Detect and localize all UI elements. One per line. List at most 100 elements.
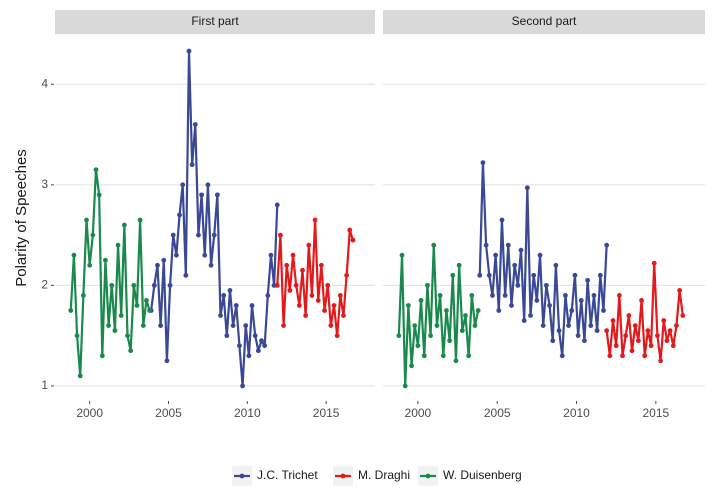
strip — [383, 10, 705, 34]
point — [265, 293, 271, 298]
point — [543, 282, 549, 288]
point — [421, 353, 427, 359]
point — [515, 282, 521, 288]
point — [180, 182, 186, 188]
point — [151, 282, 157, 288]
point — [418, 298, 424, 303]
point — [128, 348, 134, 354]
point — [437, 293, 443, 298]
point — [287, 287, 293, 293]
point — [74, 333, 80, 339]
point — [472, 323, 478, 328]
point — [205, 182, 211, 188]
point — [186, 48, 192, 54]
point — [306, 242, 312, 248]
point — [278, 232, 283, 238]
point — [293, 282, 299, 288]
point — [255, 348, 261, 354]
point — [553, 262, 559, 268]
series-line: W. Duisenberg — [397, 244, 480, 388]
point — [431, 242, 437, 248]
point — [214, 192, 220, 198]
point — [450, 272, 456, 278]
point — [134, 303, 140, 308]
point — [227, 287, 233, 293]
point — [626, 313, 632, 318]
point — [537, 252, 543, 258]
point — [412, 323, 418, 328]
point — [444, 308, 449, 313]
point — [594, 328, 600, 334]
point — [99, 353, 105, 359]
point — [483, 242, 489, 248]
point — [428, 333, 433, 339]
point — [563, 293, 568, 298]
point — [268, 252, 274, 258]
point — [192, 122, 198, 127]
point — [674, 323, 679, 328]
point — [240, 383, 245, 389]
point — [405, 303, 411, 308]
point — [623, 333, 629, 339]
point — [566, 323, 571, 328]
point — [208, 262, 214, 268]
point — [290, 252, 296, 258]
point — [463, 313, 468, 318]
point — [259, 338, 264, 344]
point — [296, 303, 302, 308]
point — [281, 323, 286, 328]
point — [161, 257, 167, 263]
point — [610, 318, 616, 323]
point — [540, 323, 546, 328]
point — [518, 247, 524, 253]
point — [300, 267, 305, 273]
point — [597, 272, 603, 278]
point — [309, 293, 315, 298]
point — [655, 333, 660, 339]
legend-swatch — [425, 473, 431, 479]
point — [480, 160, 486, 166]
point — [237, 343, 242, 349]
point — [639, 298, 644, 303]
point — [344, 272, 350, 278]
point — [569, 308, 575, 313]
point — [588, 323, 594, 328]
point — [425, 282, 430, 288]
y-tick-label: 1 — [41, 378, 48, 392]
point — [651, 260, 657, 266]
point — [575, 333, 581, 339]
point — [77, 373, 83, 379]
point — [155, 262, 160, 268]
y-tick-label: 3 — [41, 177, 48, 191]
point — [131, 282, 137, 288]
point — [246, 353, 252, 359]
point — [661, 318, 667, 323]
point — [667, 328, 673, 334]
point — [396, 333, 402, 339]
point — [319, 262, 324, 268]
legend-swatch — [340, 473, 346, 479]
point — [233, 303, 239, 308]
point — [550, 338, 556, 344]
point — [677, 287, 683, 293]
x-tick-label: 2015 — [313, 406, 340, 420]
point — [490, 293, 495, 298]
point — [211, 232, 217, 238]
point — [140, 323, 146, 328]
legend-swatch — [239, 473, 245, 479]
point — [284, 262, 290, 268]
point — [604, 242, 610, 248]
x-tick-label: 2010 — [563, 406, 590, 420]
point — [434, 323, 440, 328]
point — [591, 293, 597, 298]
point — [106, 323, 111, 328]
point — [572, 272, 578, 278]
point — [274, 202, 280, 208]
point — [642, 353, 648, 359]
point — [547, 303, 552, 308]
point — [84, 217, 89, 223]
point — [469, 293, 475, 298]
point — [315, 298, 321, 303]
point — [648, 343, 654, 349]
